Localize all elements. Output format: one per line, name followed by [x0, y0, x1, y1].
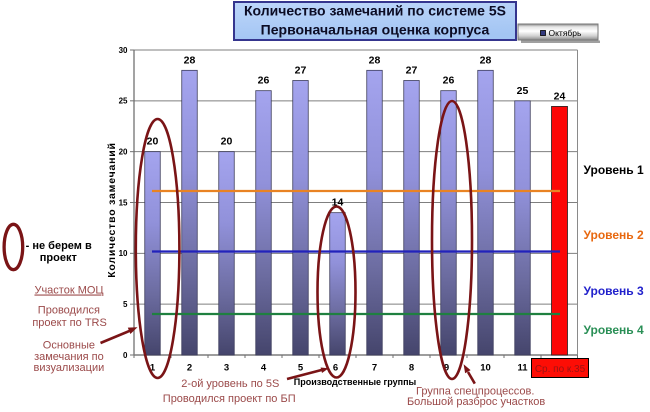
svg-text:15: 15: [119, 198, 128, 207]
svg-text:9: 9: [444, 363, 449, 374]
svg-text:28: 28: [369, 54, 381, 66]
svg-text:6: 6: [333, 363, 338, 374]
svg-text:Ср. по к.35: Ср. по к.35: [535, 364, 586, 375]
svg-text:2-ой уровень по 5S: 2-ой уровень по 5S: [181, 378, 279, 390]
svg-text:5: 5: [123, 300, 128, 309]
svg-text:1: 1: [150, 363, 156, 374]
svg-text:14: 14: [332, 197, 344, 209]
svg-text:25: 25: [517, 85, 529, 97]
svg-text:20: 20: [119, 148, 128, 157]
svg-text:10: 10: [480, 363, 491, 374]
svg-text:4: 4: [261, 363, 267, 374]
svg-text:0: 0: [123, 351, 128, 360]
svg-text:- не берем в: - не берем в: [26, 240, 92, 252]
svg-text:Участок МОЦ: Участок МОЦ: [34, 285, 103, 297]
svg-text:замечания по: замечания по: [34, 351, 104, 363]
svg-text:20: 20: [221, 136, 233, 148]
svg-text:визуализации: визуализации: [34, 362, 105, 374]
svg-text:28: 28: [184, 54, 196, 66]
svg-text:11: 11: [517, 363, 528, 374]
svg-text:Октябрь: Октябрь: [549, 28, 583, 38]
svg-text:5: 5: [298, 363, 304, 374]
svg-text:Производственные группы: Производственные группы: [294, 377, 417, 387]
svg-text:28: 28: [480, 54, 492, 66]
svg-text:Уровень 3: Уровень 3: [584, 284, 645, 298]
svg-text:Основные: Основные: [43, 340, 95, 352]
svg-text:Проводился проект по БП: Проводился проект по БП: [163, 393, 296, 405]
svg-text:2: 2: [187, 363, 192, 374]
svg-text:проект по TRS: проект по TRS: [32, 317, 106, 329]
svg-text:Проводился: Проводился: [38, 305, 100, 317]
svg-text:Уровень 4: Уровень 4: [584, 323, 645, 337]
svg-text:Большой разброс участков: Большой разброс участков: [407, 396, 545, 408]
svg-text:25: 25: [119, 97, 128, 106]
svg-text:24: 24: [554, 90, 566, 102]
svg-text:проект: проект: [40, 252, 78, 264]
svg-text:Количество замечаний по систем: Количество замечаний по системе 5S: [244, 3, 506, 19]
svg-text:Первоначальная оценка корпуса: Первоначальная оценка корпуса: [261, 22, 490, 38]
svg-text:8: 8: [409, 363, 414, 374]
svg-text:7: 7: [372, 363, 377, 374]
svg-text:10: 10: [119, 249, 128, 258]
svg-text:26: 26: [258, 75, 270, 87]
svg-text:30: 30: [119, 46, 128, 55]
svg-text:Уровень 1: Уровень 1: [584, 163, 645, 177]
svg-text:Количество замечаний: Количество замечаний: [106, 142, 118, 278]
svg-text:26: 26: [443, 75, 455, 87]
svg-text:27: 27: [295, 65, 307, 77]
svg-text:3: 3: [224, 363, 229, 374]
svg-text:Уровень 2: Уровень 2: [584, 228, 645, 242]
svg-text:Группа спецпроцессов.: Группа спецпроцессов.: [416, 385, 534, 397]
svg-text:20: 20: [147, 136, 159, 148]
svg-text:27: 27: [406, 65, 418, 77]
